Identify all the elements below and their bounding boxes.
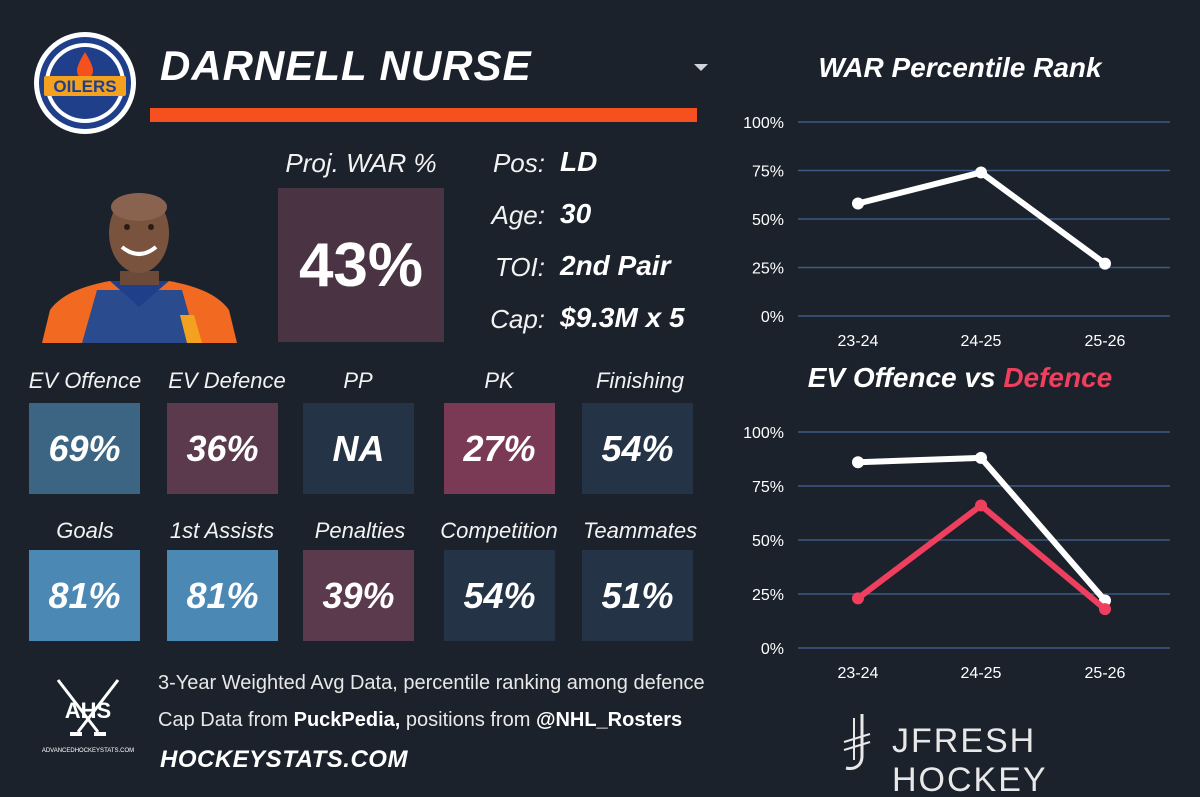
chart2-x-tick: 23-24 [838,665,879,682]
stat-box-competition: 54% [444,550,555,641]
chart1-x-tick: 23-24 [838,333,879,350]
ahs-logo-text: AHS [65,698,111,723]
chart1-y-tick: 0% [761,309,784,326]
chart2-title-part1: EV Offence vs [807,362,1004,393]
chart1-series-line-0 [855,169,1108,267]
footer-note-sources: Cap Data from PuckPedia, positions from … [158,709,682,732]
chevron-down-icon[interactable] [694,64,708,71]
age-label: Age: [491,200,546,230]
stat-value-teammates: 51% [601,574,674,616]
team-logo-text: OILERS [53,77,116,96]
chart1-x-tick: 25-26 [1085,333,1126,350]
stat-box-ev-offence: 69% [29,403,140,494]
chart2-point [852,592,864,605]
stat-box-1st-assists: 81% [167,550,278,641]
chart1-x-tick: 24-25 [961,333,1002,350]
chart1-point [975,166,987,179]
age-value: 30 [560,198,592,229]
cap-value: $9.3M x 5 [560,302,685,333]
proj-war-value: 43% [298,230,424,300]
chart1-y-tick: 100% [743,115,784,132]
footer-middle: positions from [400,709,536,731]
chart1-point [852,197,864,210]
cap-label: Cap: [490,304,545,334]
stat-box-pp: NA [303,403,414,494]
chart2-y-tick: 50% [752,533,784,550]
nhl-rosters-link[interactable]: @NHL_Rosters [535,709,683,731]
stat-value-finishing: 54% [601,427,674,469]
stat-box-finishing: 54% [582,403,693,494]
ev-offence-defence-chart: 100% 75% 50% 25% 0% 23-24 24-25 25-26 [743,425,1170,682]
toi-label: TOI: [494,252,545,282]
stat-label-pk: PK [484,368,514,393]
player-headshot [42,185,237,343]
stat-box-penalties: 39% [303,550,414,641]
chart1-y-tick: 25% [752,261,784,278]
jfresh-logo-icon [838,712,876,774]
chart2-point [975,451,987,464]
proj-war-label: Proj. WAR % [285,148,437,178]
stat-value-pp: NA [332,427,385,469]
chart2-y-tick: 75% [752,479,784,496]
chart1-y-tick: 50% [752,212,784,229]
stat-label-competition: Competition [440,518,558,543]
toi-value: 2nd Pair [560,250,671,281]
stat-label-ev-defence: EV Defence [168,368,286,393]
chart2-x-tick: 25-26 [1085,665,1126,682]
chart2-point [1099,603,1111,616]
war-percentile-chart: 100% 75% 50% 25% 0% 23-24 24-25 25-26 [743,115,1170,350]
ahs-logo: AHS ADVANCEDHOCKEYSTATS.COM [40,672,150,762]
ahs-site-text: ADVANCEDHOCKEYSTATS.COM [42,748,134,754]
stat-box-pk: 27% [444,403,555,494]
stat-label-pp: PP [343,368,373,393]
stat-label-teammates: Teammates [582,518,698,543]
title-underline [150,108,697,122]
stat-box-teammates: 51% [582,550,693,641]
chart2-y-tick: 100% [743,425,784,442]
stat-value-penalties: 39% [322,574,395,616]
chart2-point [975,499,987,512]
footer-prefix: Cap Data from [158,709,294,731]
jfresh-brand: JFRESH HOCKEY [892,722,1048,797]
chart2-x-tick: 24-25 [961,665,1002,682]
stat-value-ev-offence: 69% [48,427,121,469]
proj-war-box: 43% [278,188,444,342]
stat-label-penalties: Penalties [314,518,406,543]
chart2-title: EV Offence vs Defence [740,362,1180,394]
stat-label-1st-assists: 1st Assists [169,518,275,543]
footer-note-data: 3-Year Weighted Avg Data, percentile ran… [158,672,705,694]
stat-value-1st-assists: 81% [186,574,259,616]
stat-value-goals: 81% [48,574,121,616]
team-logo: OILERS [32,30,138,136]
stat-value-ev-defence: 36% [186,427,259,469]
chart1-point [1099,257,1111,270]
stat-box-goals: 81% [29,550,140,641]
stat-box-ev-defence: 36% [167,403,278,494]
stat-label-goals: Goals [56,518,114,543]
hockeystats-link[interactable]: HOCKEYSTATS.COM [160,746,408,773]
puckpedia-link[interactable]: PuckPedia, [293,709,401,731]
stat-value-competition: 54% [463,574,536,616]
stat-label-finishing: Finishing [595,368,685,393]
chart2-point [852,456,864,469]
chart2-title-part2: Defence [1003,362,1113,393]
pos-value: LD [560,146,598,177]
stat-label-ev-offence: EV Offence [28,368,142,393]
pos-label: Pos: [492,148,545,178]
stat-value-pk: 27% [463,427,536,469]
chart2-y-tick: 25% [752,587,784,604]
chart1-title: WAR Percentile Rank [818,52,1102,83]
chart2-y-tick: 0% [761,641,784,658]
player-name: DARNELL NURSE [160,42,532,89]
chart1-y-tick: 75% [752,164,784,181]
